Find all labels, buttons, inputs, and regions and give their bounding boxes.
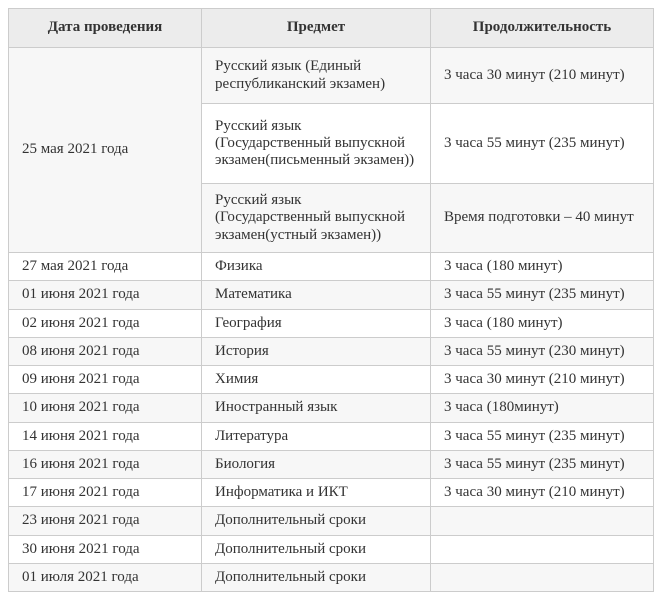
date-cell: 10 июня 2021 года [8,393,202,423]
table-row: 23 июня 2021 года Дополнительный сроки [8,506,654,536]
table-row: 16 июня 2021 года Биология 3 часа 55 мин… [8,449,654,480]
subject-cell: История [201,336,431,367]
date-cell: 16 июня 2021 года [8,449,202,480]
date-cell: 02 июня 2021 года [8,308,202,338]
duration-cell: 3 часа 55 минут (230 минут) [430,336,654,367]
duration-cell: 3 часа 55 минут (235 минут) [430,280,654,310]
date-cell: 27 мая 2021 года [8,251,202,282]
table-row: 08 июня 2021 года История 3 часа 55 мину… [8,336,654,367]
date-cell: 30 июня 2021 года [8,534,202,564]
date-cell: 01 июля 2021 года [8,562,202,593]
duration-cell: 3 часа 55 минут (235 минут) [430,449,654,480]
table-row: 02 июня 2021 года География 3 часа (180 … [8,308,654,338]
subject-cell: Информатика и ИКТ [201,477,431,508]
date-cell: 09 июня 2021 года [8,364,202,395]
subject-cell: Химия [201,364,431,395]
date-cell: 14 июня 2021 года [8,421,202,451]
duration-cell [430,562,654,593]
date-cell: 25 мая 2021 года [8,47,202,253]
column-header-date: Дата проведения [8,8,202,48]
subject-cell: Русский язык (Государственный выпускной … [201,103,431,184]
duration-cell: 3 часа (180минут) [430,393,654,423]
duration-cell: 3 часа (180 минут) [430,251,654,282]
table-row: 10 июня 2021 года Иностранный язык 3 час… [8,393,654,423]
duration-cell: Время подготовки – 40 минут [430,183,654,253]
subject-cell: Дополнительный сроки [201,534,431,564]
duration-cell [430,506,654,536]
subject-cell: Русский язык (Единый республиканский экз… [201,47,431,104]
table-row: 30 июня 2021 года Дополнительный сроки [8,534,654,564]
table-row: 09 июня 2021 года Химия 3 часа 30 минут … [8,364,654,395]
subject-cell: Литература [201,421,431,451]
subject-cell: Русский язык (Государственный выпускной … [201,183,431,253]
table-row: 01 июня 2021 года Математика 3 часа 55 м… [8,280,654,310]
table-row: 01 июля 2021 года Дополнительный сроки [8,562,654,593]
subject-cell: Физика [201,251,431,282]
duration-cell: 3 часа (180 минут) [430,308,654,338]
subject-cell: Дополнительный сроки [201,562,431,593]
table-row: 27 мая 2021 года Физика 3 часа (180 мину… [8,251,654,282]
subject-cell: Дополнительный сроки [201,506,431,536]
column-header-subject: Предмет [201,8,431,48]
table-row: Русский язык (Государственный выпускной … [8,103,654,184]
duration-cell: 3 часа 30 минут (210 минут) [430,364,654,395]
date-cell: 08 июня 2021 года [8,336,202,367]
table-row: 14 июня 2021 года Литература 3 часа 55 м… [8,421,654,451]
exam-schedule-table: Дата проведения Предмет Продолжительност… [8,8,654,593]
duration-cell [430,534,654,564]
duration-cell: 3 часа 30 минут (210 минут) [430,47,654,104]
date-cell: 17 июня 2021 года [8,477,202,508]
subject-cell: Математика [201,280,431,310]
table-row: 25 мая 2021 года Русский язык (Единый ре… [8,47,654,253]
table-row: 17 июня 2021 года Информатика и ИКТ 3 ча… [8,477,654,508]
column-header-duration: Продолжительность [430,8,654,48]
subject-cell: Биология [201,449,431,480]
duration-cell: 3 часа 55 минут (235 минут) [430,421,654,451]
duration-cell: 3 часа 55 минут (235 минут) [430,103,654,184]
duration-cell: 3 часа 30 минут (210 минут) [430,477,654,508]
table-row: Русский язык (Государственный выпускной … [8,183,654,253]
date-cell: 23 июня 2021 года [8,506,202,536]
date-cell: 01 июня 2021 года [8,280,202,310]
subject-cell: География [201,308,431,338]
subject-cell: Иностранный язык [201,393,431,423]
header-row: Дата проведения Предмет Продолжительност… [8,8,654,48]
